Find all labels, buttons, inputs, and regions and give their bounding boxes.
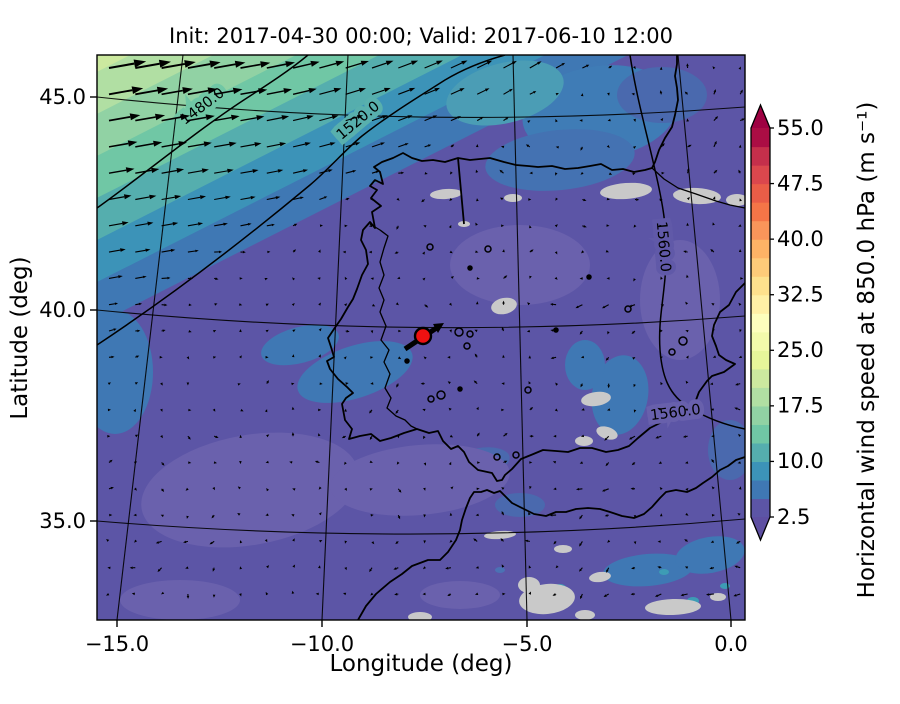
colorbar-label: Horizontal wind speed at 850.0 hPa (m s⁻… [854, 102, 880, 599]
colorbar-tick-label: 2.5 [777, 505, 810, 529]
colorbar-tick-label: 10.0 [777, 449, 824, 473]
colorbar-tick-label: 40.0 [777, 227, 824, 251]
y-tick-label: 40.0 [39, 298, 86, 322]
colorbar [751, 105, 774, 540]
x-tick-label: 0.0 [714, 632, 747, 656]
y-tick-label: 35.0 [39, 509, 86, 533]
y-axis-label: Latitude (deg) [7, 256, 33, 419]
x-tick-label: −15.0 [85, 632, 149, 656]
x-axis-label: Longitude (deg) [329, 651, 512, 677]
colorbar-tick-label: 55.0 [777, 116, 824, 140]
colorbar-tick-label: 47.5 [777, 172, 824, 196]
marker-dot [415, 328, 431, 344]
plot-title: Init: 2017-04-30 00:00; Valid: 2017-06-1… [169, 24, 673, 48]
y-tick-label: 45.0 [39, 85, 86, 109]
colorbar-tick-label: 17.5 [777, 394, 824, 418]
colorbar-tick-label: 32.5 [777, 283, 824, 307]
colorbar-tick-label: 25.0 [777, 338, 824, 362]
